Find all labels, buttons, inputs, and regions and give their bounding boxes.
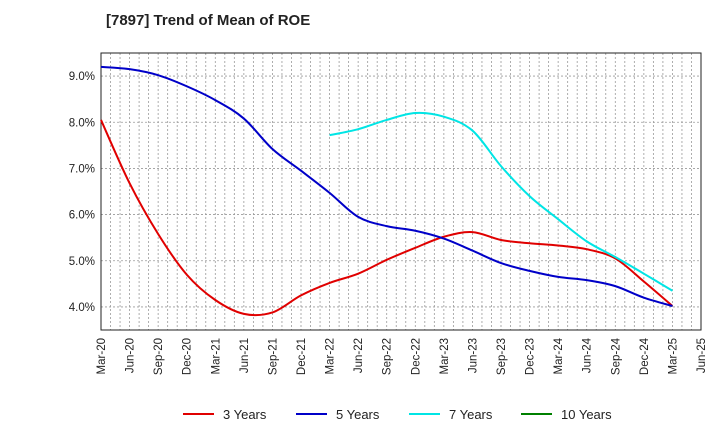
x-tick-label: Sep-21 [267, 338, 279, 375]
legend-label-5-years: 5 Years [336, 407, 380, 422]
x-tick-label: Dec-24 [639, 337, 651, 375]
x-tick-label: Dec-22 [410, 338, 422, 375]
series-line-3-years [100, 119, 674, 317]
x-tick-label: Mar-25 [667, 338, 679, 374]
x-tick-label: Sep-24 [610, 337, 622, 375]
x-tick-label: Jun-22 [353, 338, 365, 373]
x-tick-label: Mar-21 [210, 338, 222, 374]
x-tick-label: Dec-20 [182, 338, 194, 375]
y-tick-label: 9.0% [69, 71, 95, 83]
x-tick-label: Jun-23 [467, 338, 479, 373]
x-tick-label: Mar-20 [96, 338, 108, 374]
x-tick-label: Dec-23 [525, 338, 537, 375]
x-tick-label: Jun-21 [239, 338, 251, 373]
x-tick-label: Dec-21 [296, 338, 308, 375]
plot-area [101, 53, 701, 330]
x-tick-label: Jun-20 [125, 338, 137, 373]
legend-label-7-years: 7 Years [449, 407, 493, 422]
x-tick-label: Jun-25 [696, 338, 708, 373]
x-tick-label: Mar-22 [325, 338, 337, 374]
plot-frame [100, 52, 702, 331]
x-tick-label: Mar-24 [553, 337, 565, 374]
y-tick-label: 4.0% [69, 302, 95, 314]
legend-label-3-years: 3 Years [223, 407, 267, 422]
x-tick-label: Mar-23 [439, 338, 451, 374]
y-tick-label: 6.0% [69, 210, 95, 222]
y-tick-label: 8.0% [69, 117, 95, 129]
y-tick-label: 7.0% [69, 163, 95, 175]
series-line-5-years [100, 65, 673, 307]
x-tick-label: Sep-20 [153, 338, 165, 375]
y-tick-label: 5.0% [69, 256, 95, 268]
series-line-7-years [329, 111, 673, 292]
x-tick-label: Jun-24 [582, 337, 594, 373]
legend-label-10-years: 10 Years [561, 407, 612, 422]
x-tick-label: Sep-22 [382, 338, 394, 375]
x-tick-label: Sep-23 [496, 338, 508, 375]
chart-title: [7897] Trend of Mean of ROE [106, 12, 311, 29]
